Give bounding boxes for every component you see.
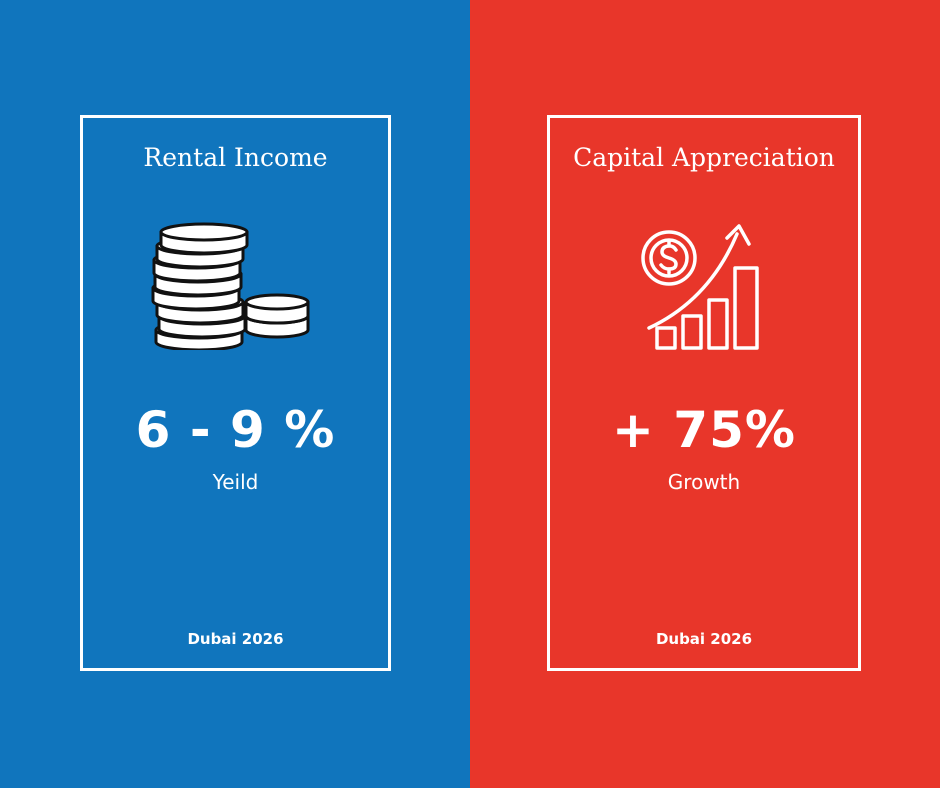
right-panel: Capital Appreciation — [470, 0, 940, 788]
card-title: Capital Appreciation — [573, 143, 835, 172]
left-panel: Rental Income — [0, 0, 470, 788]
card-footer: Dubai 2026 — [187, 630, 284, 648]
card-footer: Dubai 2026 — [655, 630, 753, 648]
growth-chart-dollar-icon — [639, 220, 769, 356]
card-title: Rental Income — [143, 143, 328, 172]
coin-stack-icon — [151, 218, 321, 354]
yield-label: Yeild — [212, 470, 259, 494]
growth-value: + 75% — [612, 401, 796, 459]
rental-income-card: Rental Income — [80, 115, 391, 671]
capital-appreciation-card: Capital Appreciation — [547, 115, 861, 671]
yield-value: 6 - 9 % — [135, 401, 336, 459]
growth-label: Growth — [667, 470, 741, 494]
